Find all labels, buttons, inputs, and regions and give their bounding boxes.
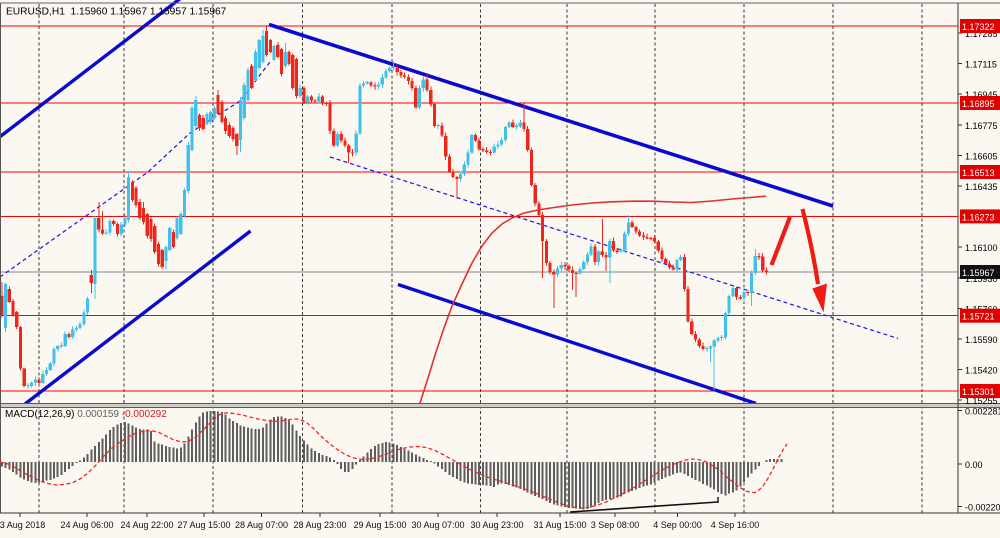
svg-text:-0.002202: -0.002202 [965,503,1000,513]
svg-text:1.16945: 1.16945 [965,90,998,100]
svg-text:1.16513: 1.16513 [962,168,995,178]
svg-text:4 Sep 16:00: 4 Sep 16:00 [711,520,760,530]
svg-text:1.16100: 1.16100 [965,243,998,253]
svg-text:1.15255: 1.15255 [965,396,998,406]
svg-text:1.16435: 1.16435 [965,182,998,192]
svg-text:EURUSD,H1 1.15960 1.15967 1.1: EURUSD,H1 1.15960 1.15967 1.15957 1.1596… [6,7,227,18]
svg-text:27 Aug 15:00: 27 Aug 15:00 [177,520,230,530]
svg-text:3 Sep 08:00: 3 Sep 08:00 [591,520,640,530]
svg-text:0.00: 0.00 [965,460,983,470]
svg-text:24 Aug 22:00: 24 Aug 22:00 [120,520,173,530]
svg-text:1.17115: 1.17115 [965,60,997,70]
svg-text:1.16895: 1.16895 [962,99,995,109]
svg-text:28 Aug 23:00: 28 Aug 23:00 [293,520,346,530]
svg-text:1.16775: 1.16775 [965,121,998,131]
svg-text:1.15721: 1.15721 [962,312,995,322]
svg-text:1.17322: 1.17322 [962,22,995,32]
svg-text:28 Aug 07:00: 28 Aug 07:00 [235,520,288,530]
svg-text:29 Aug 15:00: 29 Aug 15:00 [353,520,406,530]
svg-text:4 Sep 00:00: 4 Sep 00:00 [653,520,702,530]
svg-text:1.15590: 1.15590 [965,335,998,345]
svg-text:MACD(12,26,9) 0.000159 -0.0002: MACD(12,26,9) 0.000159 -0.000292 [5,409,167,420]
svg-text:30 Aug 07:00: 30 Aug 07:00 [411,520,464,530]
svg-text:1.16605: 1.16605 [965,152,998,162]
svg-text:1.15420: 1.15420 [965,366,998,376]
svg-text:1.15967: 1.15967 [962,268,995,278]
svg-text:1.15301: 1.15301 [962,387,995,397]
svg-text:24 Aug 06:00: 24 Aug 06:00 [60,520,113,530]
svg-text:30 Aug 23:00: 30 Aug 23:00 [470,520,523,530]
svg-text:1.17285: 1.17285 [965,29,998,39]
svg-text:31 Aug 15:00: 31 Aug 15:00 [533,520,586,530]
svg-text:0.002281: 0.002281 [965,407,1000,417]
svg-text:1.16273: 1.16273 [962,212,995,222]
svg-text:23 Aug 2018: 23 Aug 2018 [0,520,45,530]
